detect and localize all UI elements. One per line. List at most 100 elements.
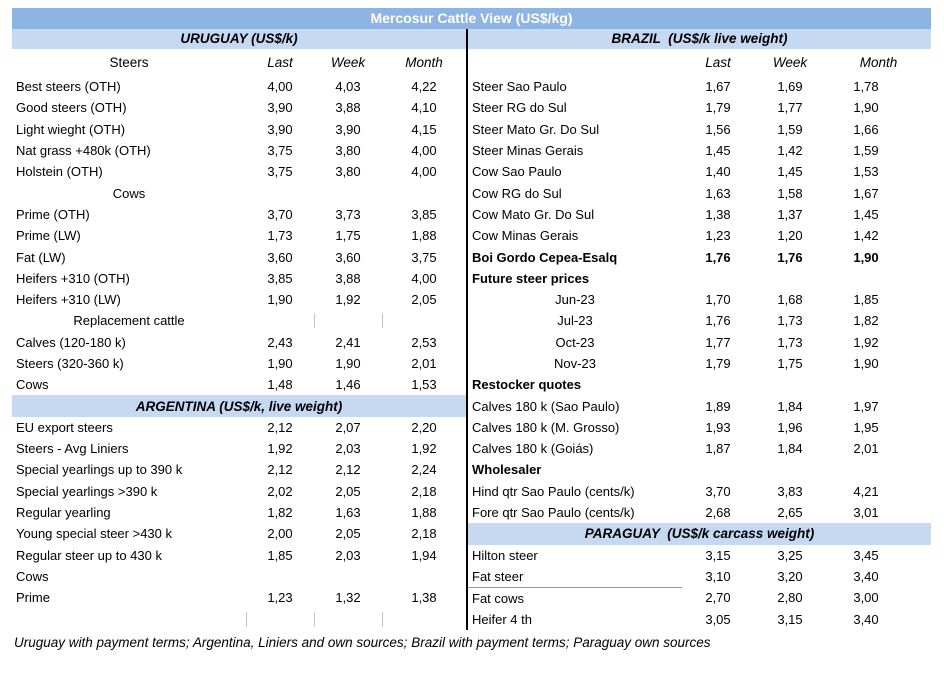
row-label	[12, 608, 246, 629]
row-label: Hilton steer	[472, 547, 538, 563]
column-header-row: Steers Last Week Month	[12, 49, 466, 76]
value-week: 1,75	[777, 356, 803, 371]
value-month: 1,38	[411, 590, 437, 606]
value-week: 3,73	[335, 206, 361, 222]
section-band-label: PARAGUAY (US$/k carcass weight)	[468, 523, 931, 545]
row-jul-23: Jul-23 1,76 1,73 1,82	[468, 310, 931, 331]
value-last: 1,63	[705, 185, 731, 201]
value-week: 2,05	[335, 483, 361, 499]
value-month: 1,92	[853, 334, 879, 350]
row-label: Oct-23	[555, 334, 595, 350]
row-label: Nat grass +480k (OTH)	[16, 143, 151, 159]
value-last: 1,73	[267, 228, 293, 244]
value-last: 1,92	[267, 441, 293, 457]
value-month: 3,40	[853, 568, 879, 584]
value-week: 1,42	[777, 143, 803, 159]
value-week: 2,05	[335, 526, 361, 542]
value-last: 1,77	[705, 334, 731, 350]
value-month: 2,18	[411, 483, 437, 499]
value-month: 1,78	[853, 79, 879, 95]
value-month: 1,59	[853, 143, 879, 159]
row-label: EU export steers	[16, 419, 113, 435]
row-label: Cows	[16, 377, 49, 393]
value-month: 1,95	[853, 419, 879, 435]
value-last: 2,12	[267, 419, 293, 435]
row-replacement-cattle: Replacement cattle	[12, 310, 466, 332]
row-label: Steers (320-360 k)	[16, 356, 124, 371]
row-heifers-310-lw: Heifers +310 (LW) 1,90 1,92 2,05	[12, 289, 466, 310]
column-header-week: Week	[772, 55, 808, 70]
value-last: 2,43	[267, 334, 293, 350]
value-month: 3,75	[411, 249, 437, 265]
value-week: 3,90	[335, 121, 361, 137]
row-good-steers-oth: Good steers (OTH) 3,90 3,88 4,10	[12, 97, 466, 118]
value-last: 3,85	[267, 270, 293, 286]
value-month: 4,00	[411, 270, 437, 286]
value-month	[826, 374, 931, 395]
row-label: Special yearlings >390 k	[16, 483, 158, 499]
section-band-row: PARAGUAY (US$/k carcass weight)	[468, 523, 931, 545]
value-last: 2,02	[267, 483, 293, 499]
row-jun-23: Jun-23 1,70 1,68 1,85	[468, 289, 931, 310]
row-label: Steer Mato Gr. Do Sul	[472, 121, 600, 137]
value-week: 1,63	[335, 505, 361, 521]
value-last: 1,76	[705, 249, 731, 265]
value-last: 2,70	[705, 590, 731, 606]
value-month: 4,00	[411, 143, 437, 159]
value-week: 1,45	[777, 164, 803, 180]
value-week: 1,96	[777, 419, 803, 435]
value-month: 1,90	[853, 249, 879, 265]
value-last	[682, 268, 754, 289]
value-last: 3,90	[267, 121, 293, 137]
row-best-steers-oth: Best steers (OTH) 4,00 4,03 4,22	[12, 76, 466, 97]
value-week: 2,03	[335, 441, 361, 457]
value-week	[754, 374, 826, 395]
row-calves-120-180-k: Calves (120-180 k) 2,43 2,41 2,53	[12, 332, 466, 353]
value-month: 1,88	[411, 228, 437, 244]
value-week: 3,88	[335, 270, 361, 286]
value-month: 1,90	[853, 100, 879, 116]
value-month: 1,42	[853, 228, 879, 244]
value-week: 1,73	[777, 334, 803, 350]
value-month: 1,90	[853, 356, 879, 371]
value-month: 1,67	[853, 185, 879, 201]
row-label: Prime	[16, 590, 50, 606]
value-last: 1,40	[705, 164, 731, 180]
row-nov-23: Nov-23 1,79 1,75 1,90	[468, 353, 931, 374]
value-last: 3,60	[267, 249, 293, 265]
row-prime: Prime 1,23 1,32 1,38	[12, 587, 466, 608]
column-header-last: Last	[267, 55, 293, 70]
uruguay-argentina-panel: URUGUAY (US$/k) Steers Last Week Month Best …	[12, 29, 468, 630]
row-eu-export-steers: EU export steers 2,12 2,07 2,20	[12, 417, 466, 438]
column-header-week: Week	[330, 55, 366, 70]
value-last: 1,48	[267, 377, 293, 393]
row-label: Regular steer up to 430 k	[16, 547, 162, 563]
value-week: 2,65	[777, 505, 803, 521]
row-label: Cow RG do Sul	[472, 185, 562, 201]
source-footnote: Uruguay with payment terms; Argentina, L…	[14, 634, 711, 650]
value-month: 1,45	[853, 206, 879, 222]
row-label: Heifer 4 th	[472, 611, 532, 627]
value-month: 1,53	[853, 164, 879, 180]
value-week: 1,77	[777, 100, 803, 116]
row-hilton-steer: Hilton steer 3,15 3,25 3,45	[468, 545, 931, 566]
value-week	[314, 182, 382, 203]
row-label: Steer Sao Paulo	[472, 79, 567, 95]
row-special-yearlings-up-to-390-k: Special yearlings up to 390 k 2,12 2,12 2,2…	[12, 459, 466, 480]
value-month: 3,00	[853, 590, 879, 606]
row-cow-sao-paulo: Cow Sao Paulo 1,40 1,45 1,53	[468, 161, 931, 182]
row-label: Calves 180 k (M. Grosso)	[472, 419, 620, 435]
value-last: 1,90	[267, 292, 293, 308]
uruguay-section-header: URUGUAY (US$/k)	[12, 29, 466, 49]
row-label: Wholesaler	[472, 462, 542, 478]
value-week: 2,03	[335, 547, 361, 563]
row-label: Calves (120-180 k)	[16, 334, 126, 350]
value-week: 1,59	[777, 121, 803, 137]
brazil-paraguay-panel: BRAZIL (US$/k live weight) Last Week Month…	[468, 29, 931, 630]
row-label: Cow Mato Gr. Do Sul	[472, 206, 595, 222]
row-restocker-quotes: Restocker quotes	[468, 374, 931, 395]
value-week	[314, 608, 382, 630]
value-month: 2,05	[411, 292, 437, 308]
row-label: Heifers +310 (LW)	[16, 292, 121, 308]
value-month	[382, 310, 466, 332]
